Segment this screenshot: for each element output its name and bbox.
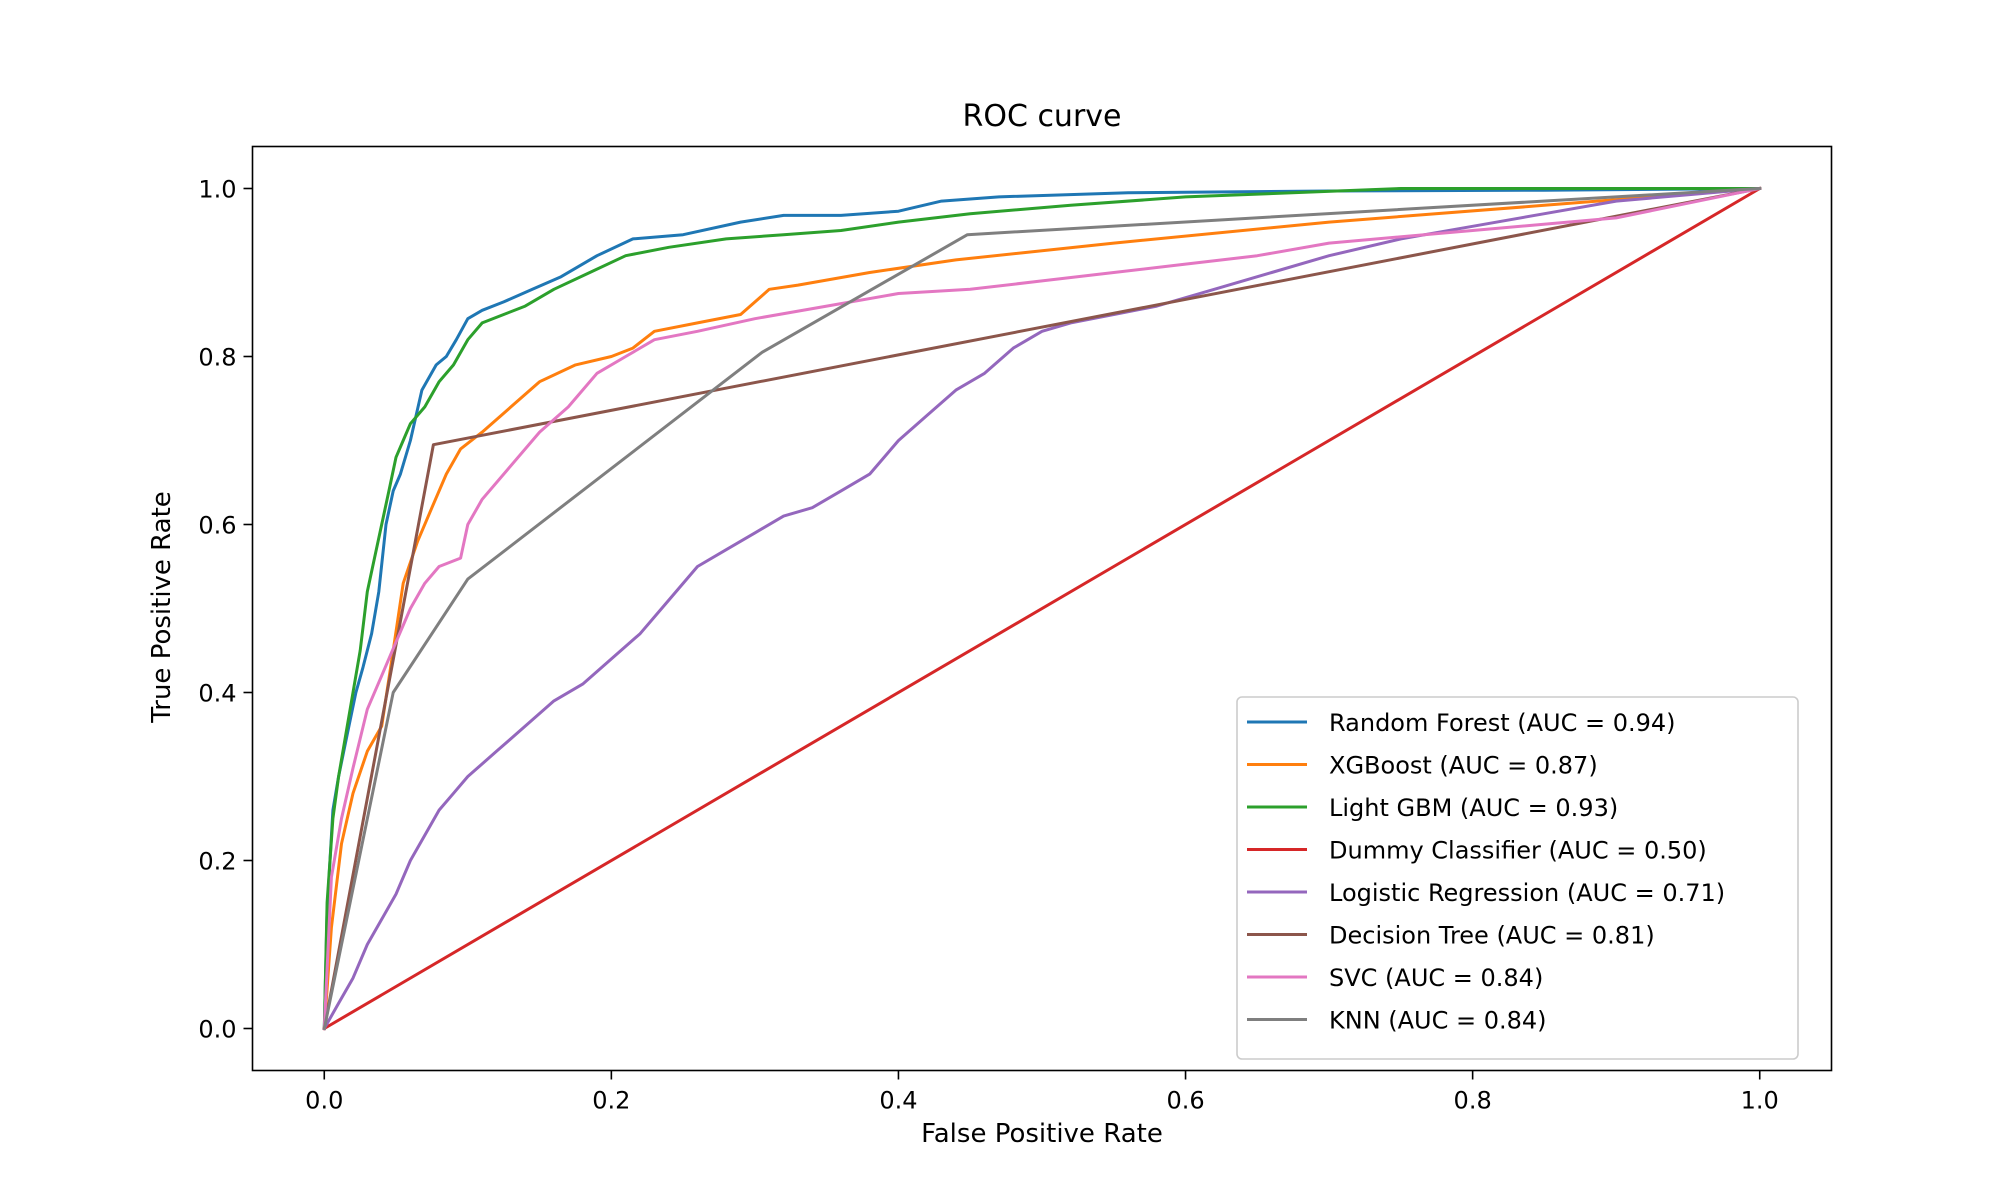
x-tick-label: 0.4	[879, 1087, 917, 1115]
series-line-3	[322, 186, 1762, 1031]
legend-label: Random Forest (AUC = 0.94)	[1329, 709, 1676, 737]
ticks-layer: 0.0 0.2 0.4 0.6 0.8 1.0 0.0 0.2 0.4 0.6 0.8 1.0	[198, 176, 1778, 1115]
y-tick-label: 1.0	[198, 176, 236, 204]
legend-label: Dummy Classifier (AUC = 0.50)	[1329, 837, 1707, 865]
legend-label: Decision Tree (AUC = 0.81)	[1329, 922, 1655, 950]
series-line-5	[322, 186, 1762, 1031]
chart-title: ROC curve	[963, 99, 1122, 134]
y-tick-label: 0.0	[198, 1016, 236, 1044]
series-line-0	[322, 186, 1762, 1031]
y-tick-label: 0.4	[198, 680, 236, 708]
x-tick-label: 0.2	[592, 1087, 630, 1115]
legend-box	[1236, 696, 1799, 1060]
series-line-7	[322, 186, 1762, 1031]
series-line-2	[322, 187, 1762, 1031]
legend: Random Forest (AUC = 0.94) XGBoost (AUC =…	[1236, 696, 1799, 1060]
plot-area-frame	[251, 145, 1833, 1072]
legend-label: Logistic Regression (AUC = 0.71)	[1329, 879, 1725, 907]
y-tick-label: 0.6	[198, 512, 236, 540]
x-tick-label: 0.0	[305, 1087, 343, 1115]
series-line-1	[322, 186, 1762, 1031]
series-line-6	[322, 186, 1762, 1031]
series-layer	[322, 186, 1762, 1031]
y-axis-label: True Positive Rate	[147, 491, 177, 724]
x-tick-label: 0.8	[1454, 1087, 1492, 1115]
legend-label: XGBoost (AUC = 0.87)	[1329, 752, 1598, 780]
y-tick-label: 0.2	[198, 848, 236, 876]
series-line-4	[322, 186, 1762, 1031]
x-tick-label: 1.0	[1741, 1087, 1779, 1115]
legend-label: KNN (AUC = 0.84)	[1329, 1007, 1547, 1035]
legend-label: SVC (AUC = 0.84)	[1329, 964, 1543, 992]
x-axis-label: False Positive Rate	[921, 1119, 1163, 1149]
x-tick-label: 0.6	[1166, 1087, 1204, 1115]
y-tick-label: 0.8	[198, 344, 236, 372]
legend-label: Light GBM (AUC = 0.93)	[1329, 794, 1618, 822]
